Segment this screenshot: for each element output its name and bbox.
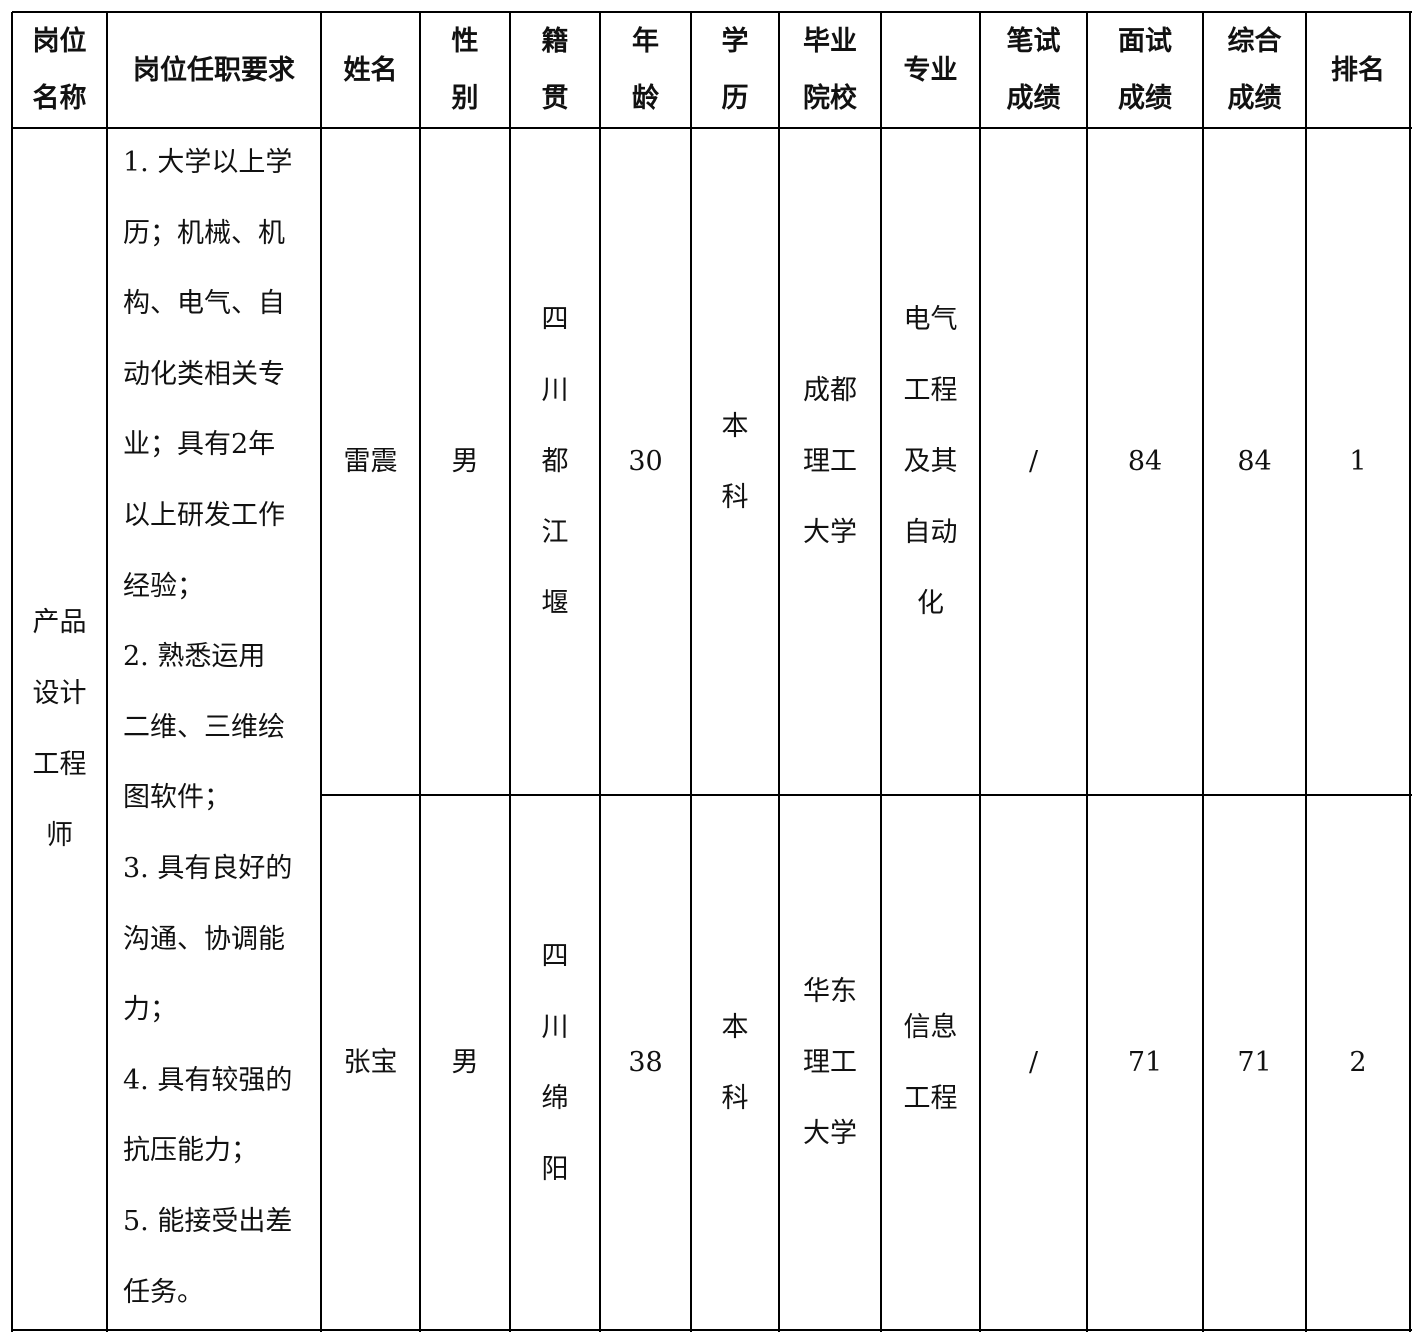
header-education: 学 历: [721, 26, 749, 114]
major-cell: 信息 工程: [903, 1011, 958, 1114]
education-cell: 本 科: [721, 1011, 749, 1114]
major-cell: 电气 工程 及其 自动 化: [903, 304, 958, 619]
name-cell: 张宝: [343, 1047, 398, 1078]
divider: [12, 1329, 1412, 1331]
header-school: 毕业 院校: [803, 26, 857, 114]
school-cell: 成都 理工 大学: [803, 375, 857, 548]
divider: [599, 12, 601, 1332]
position-cell: 产品 设计 工程 师: [32, 607, 87, 851]
header-total-score: 综合 成绩: [1227, 26, 1282, 114]
rank-cell: 2: [1349, 1047, 1367, 1078]
gender-cell: 男: [451, 446, 479, 477]
divider: [880, 12, 882, 1332]
age-cell: 38: [628, 1047, 663, 1078]
name-cell: 雷震: [343, 446, 398, 477]
divider: [106, 12, 108, 1332]
written-score-cell: /: [1028, 1047, 1039, 1078]
divider: [1305, 12, 1307, 1332]
divider: [1202, 12, 1204, 1332]
divider: [1086, 12, 1088, 1332]
header-name: 姓名: [343, 54, 398, 86]
divider: [419, 12, 421, 1332]
divider: [509, 12, 511, 1332]
divider: [12, 11, 1412, 13]
header-written-score: 笔试 成绩: [1006, 26, 1061, 114]
header-position: 岗位 名称: [32, 26, 87, 114]
requirements-cell: 1. 大学以上学 历；机械、机 构、电气、自 动化类相关专 业；具有2年 以上研…: [123, 147, 293, 1308]
divider: [979, 12, 981, 1332]
header-age: 年 龄: [632, 26, 659, 114]
age-cell: 30: [628, 446, 663, 477]
header-origin: 籍 贯: [541, 26, 569, 114]
divider: [320, 12, 322, 1332]
total-score-cell: 84: [1237, 446, 1272, 477]
total-score-cell: 71: [1237, 1047, 1272, 1078]
divider: [1409, 12, 1411, 1332]
divider: [321, 794, 1412, 796]
gender-cell: 男: [451, 1047, 479, 1078]
origin-cell: 四 川 都 江 堰: [541, 304, 569, 619]
divider: [778, 12, 780, 1332]
header-rank: 排名: [1331, 54, 1385, 86]
interview-score-cell: 71: [1127, 1047, 1163, 1078]
header-gender: 性 别: [451, 26, 479, 114]
header-major: 专业: [903, 54, 958, 86]
divider: [12, 127, 1412, 129]
divider: [690, 12, 692, 1332]
written-score-cell: /: [1028, 446, 1039, 477]
divider: [11, 12, 13, 1332]
origin-cell: 四 川 绵 阳: [541, 940, 569, 1185]
education-cell: 本 科: [721, 410, 749, 513]
school-cell: 华东 理工 大学: [803, 976, 857, 1149]
header-interview-score: 面试 成绩: [1118, 26, 1172, 114]
interview-score-cell: 84: [1127, 446, 1163, 477]
rank-cell: 1: [1349, 446, 1367, 477]
header-requirements: 岗位任职要求: [133, 54, 295, 86]
